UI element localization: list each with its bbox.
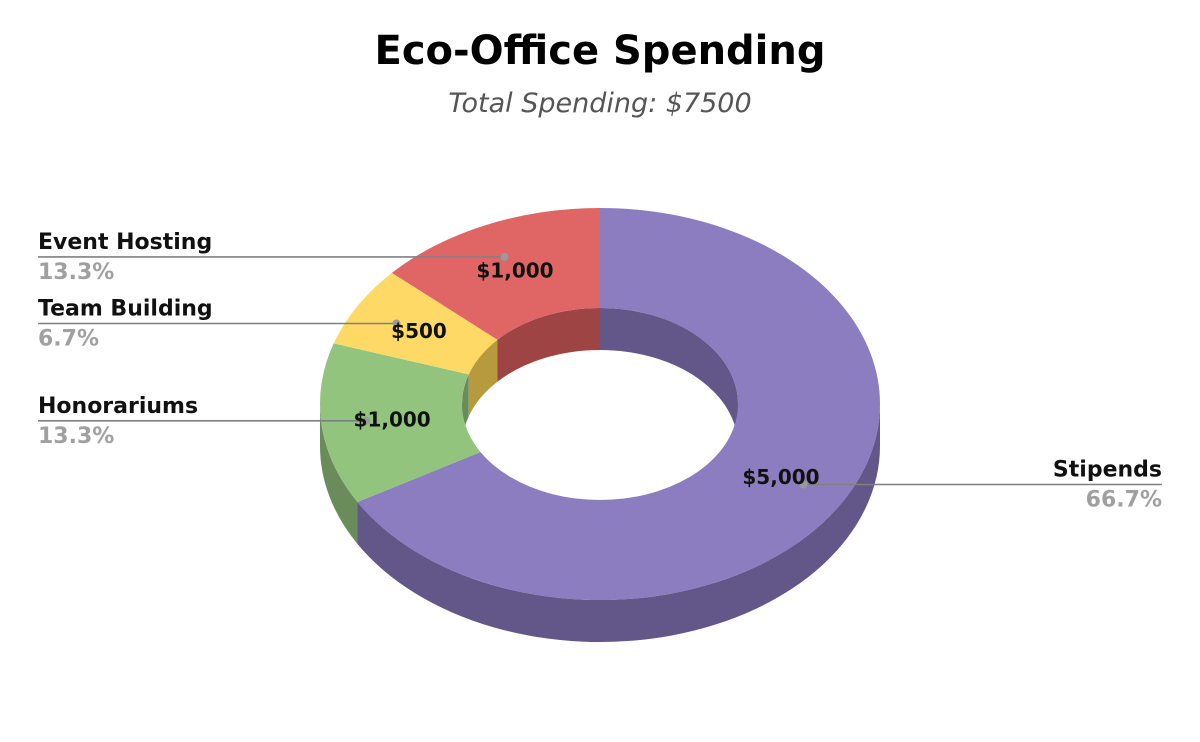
leader-dot-honorariums xyxy=(362,416,371,425)
leader-dot-team-building xyxy=(392,319,401,328)
leader-dot-stipends xyxy=(799,480,808,489)
percent-label-stipends: 66.7% xyxy=(1086,488,1162,513)
slice-honorariums xyxy=(319,343,481,502)
value-label-event-hosting: $1,000 xyxy=(476,259,553,283)
leader-dot-event-hosting xyxy=(500,252,509,261)
value-label-honorariums: $1,000 xyxy=(354,407,431,431)
slice-stipends xyxy=(357,208,880,600)
chart-subtitle: Total Spending: $7500 xyxy=(448,88,752,119)
chart-title: Eco-Office Spending xyxy=(374,28,826,74)
category-label-team-building: Team Building xyxy=(38,297,213,322)
value-label-team-building: $500 xyxy=(391,319,447,343)
slice-side-honorariums xyxy=(320,404,358,544)
category-label-honorariums: Honorariums xyxy=(38,394,198,419)
slice-inner-wall-team-building xyxy=(468,339,498,417)
slice-side-stipends xyxy=(357,404,880,642)
value-label-stipends: $5,000 xyxy=(742,465,819,489)
percent-label-team-building: 6.7% xyxy=(38,327,99,352)
slice-inner-wall-stipends xyxy=(600,308,738,446)
percent-label-event-hosting: 13.3% xyxy=(38,260,114,285)
slice-event-hosting xyxy=(391,208,600,340)
percent-label-honorariums: 13.3% xyxy=(38,424,114,449)
category-label-stipends: Stipends xyxy=(1053,458,1162,483)
category-label-event-hosting: Event Hosting xyxy=(38,230,212,255)
slice-inner-wall-event-hosting xyxy=(497,308,600,382)
slice-team-building xyxy=(333,272,498,375)
